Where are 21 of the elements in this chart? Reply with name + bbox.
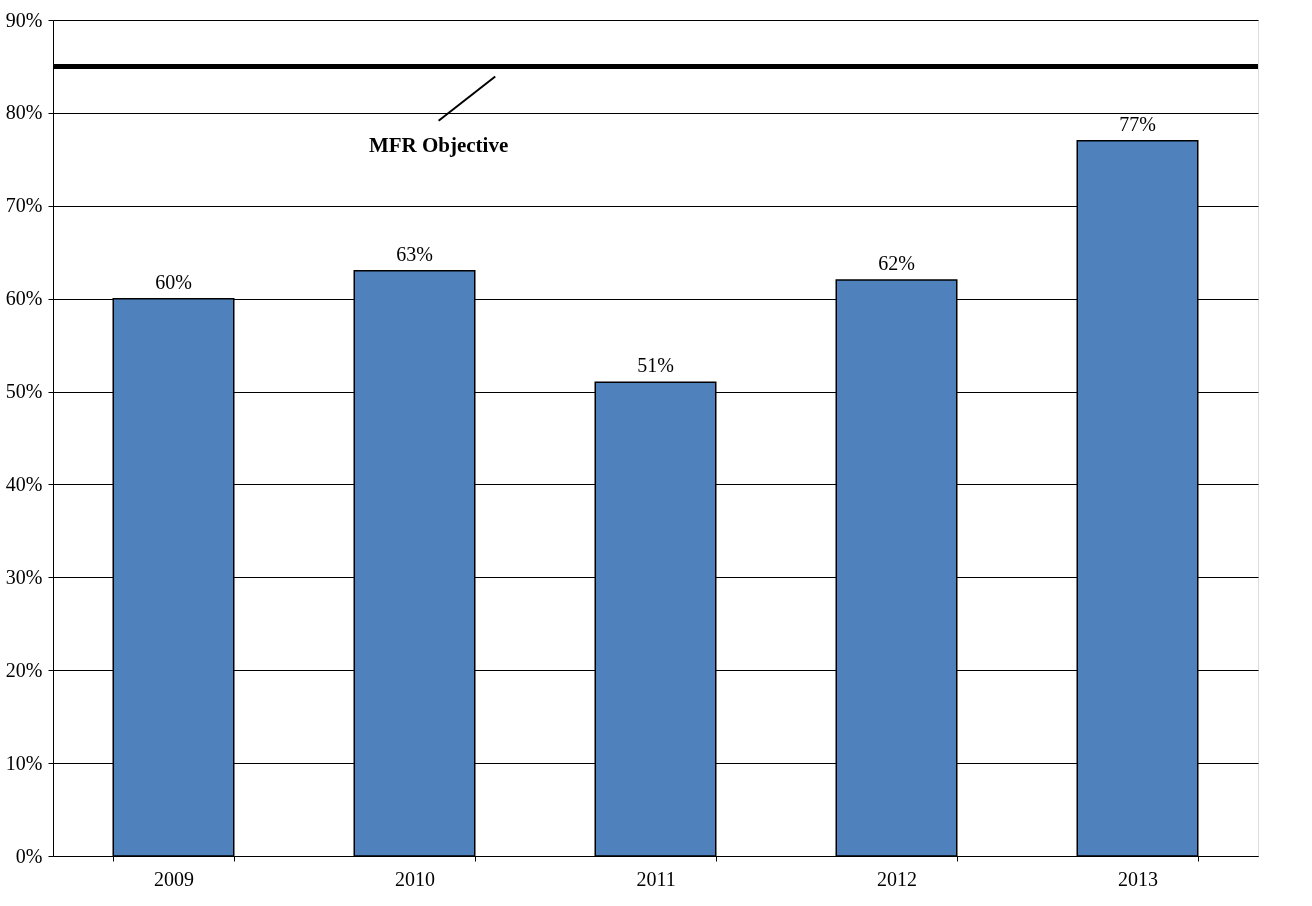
data-label: 51% — [637, 354, 674, 377]
y-tick-label: 90% — [5, 8, 43, 31]
y-tick-label: 40% — [5, 472, 43, 495]
data-label: 62% — [878, 252, 915, 275]
y-tick-label: 0% — [15, 844, 43, 867]
y-tick-label: 30% — [5, 565, 43, 588]
legend-label: MFR Objective — [368, 132, 509, 157]
y-tick-label: 70% — [5, 194, 43, 217]
x-tick-label: 2013 — [1118, 867, 1158, 890]
x-tick-label: 2010 — [395, 867, 435, 890]
y-tick-label: 20% — [5, 658, 43, 681]
x-tick-label: 2009 — [154, 867, 194, 890]
y-tick-label: 10% — [5, 751, 43, 774]
y-tick-label: 60% — [5, 287, 43, 310]
y-tick-label: 80% — [5, 101, 43, 124]
data-label: 77% — [1119, 112, 1156, 135]
data-label: 63% — [396, 242, 433, 265]
data-label: 60% — [155, 270, 192, 293]
y-tick-label: 50% — [5, 380, 43, 403]
x-tick-label: 2011 — [636, 867, 676, 890]
x-tick-label: 2012 — [877, 867, 917, 890]
